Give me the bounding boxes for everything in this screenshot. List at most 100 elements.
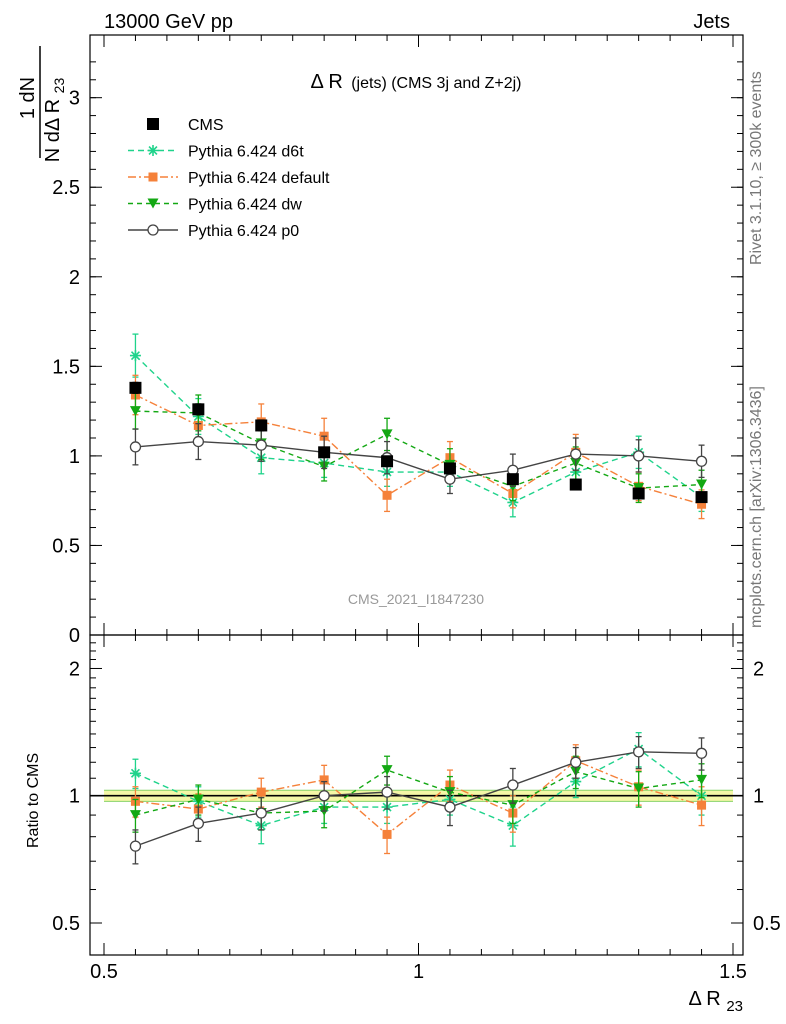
series-line-default bbox=[135, 759, 702, 836]
ratio-ytick-label-right: 2 bbox=[753, 658, 764, 680]
series-p0 bbox=[129, 423, 708, 495]
ylabel-denominator-main: N dΔ R bbox=[42, 99, 64, 162]
point-marker-dw bbox=[633, 783, 645, 794]
point-marker-p0 bbox=[129, 441, 142, 453]
chart-title-main: Δ R bbox=[311, 71, 343, 93]
cms-marker-cms bbox=[192, 403, 205, 416]
legend-label-cms: CMS bbox=[188, 117, 224, 134]
point-marker-default bbox=[697, 499, 707, 509]
point-marker-d6t bbox=[129, 767, 141, 779]
x-axis: 0.5 1 1.5 bbox=[90, 35, 747, 983]
point-marker-p0 bbox=[255, 807, 267, 819]
main-y-axis: 0 0.5 1 1.5 2 2.5 3 bbox=[52, 61, 743, 647]
x-axis-label-main: Δ R bbox=[688, 988, 720, 1010]
series-line-d6t bbox=[134, 355, 702, 504]
series-line-d6t bbox=[135, 748, 702, 827]
legend-label-d6t: Pythia 6.424 d6t bbox=[188, 144, 304, 161]
point-marker-dw bbox=[696, 774, 708, 785]
main-series-group bbox=[129, 333, 708, 520]
xtick-label: 1 bbox=[413, 961, 424, 983]
ratio-ytick-label-right: 1 bbox=[753, 786, 764, 808]
ratio-y-label: Ratio to CMS bbox=[25, 753, 42, 848]
ratio-ytick-label: 1 bbox=[69, 786, 80, 808]
point-marker-p0 bbox=[633, 746, 645, 758]
cms-marker-cms bbox=[318, 446, 331, 459]
point-marker-p0 bbox=[444, 473, 456, 485]
x-axis-label-sub: 23 bbox=[726, 998, 743, 1015]
point-marker-p0 bbox=[318, 790, 330, 802]
point-marker-p0 bbox=[633, 450, 645, 462]
point-marker-dw bbox=[696, 479, 708, 490]
chart-title-suffix: (jets) (CMS 3j and Z+2j) bbox=[351, 75, 521, 92]
point-marker-default bbox=[697, 800, 707, 810]
header-right-label: Jets bbox=[693, 11, 730, 33]
point-marker-default bbox=[382, 490, 392, 500]
main-ytick-label: 2.5 bbox=[52, 177, 80, 199]
side-label-mcplots: mcplots.cern.ch [arXiv:1306.3436] bbox=[748, 386, 765, 628]
ylabel-denominator-sub: 23 bbox=[51, 78, 67, 94]
analysis-watermark: CMS_2021_I1847230 bbox=[348, 591, 484, 607]
cms-marker-cms bbox=[381, 455, 394, 468]
legend-marker-default bbox=[148, 172, 158, 182]
ylabel-numerator: 1 dN bbox=[17, 77, 39, 119]
series-dw bbox=[129, 392, 708, 504]
cms-marker-cms bbox=[506, 473, 519, 486]
ylabel-denominator: N dΔ R 23 bbox=[42, 78, 67, 163]
ratio-y-axis: 0.5 0.5 1 1 2 2 bbox=[52, 642, 781, 935]
legend-marker-p0 bbox=[147, 224, 159, 236]
series-d6t bbox=[129, 732, 708, 847]
legend-marker-d6t bbox=[147, 145, 159, 156]
legend: CMS Pythia 6.424 d6t Pythia 6.424 default P… bbox=[128, 117, 330, 240]
point-marker-p0 bbox=[695, 455, 708, 467]
point-marker-d6t bbox=[129, 350, 141, 362]
point-marker-p0 bbox=[255, 439, 267, 451]
ratio-ytick-label-right: 0.5 bbox=[753, 913, 781, 935]
series-p0 bbox=[129, 735, 708, 865]
point-marker-dw bbox=[381, 429, 393, 440]
series-line-dw bbox=[135, 769, 702, 816]
point-marker-dw bbox=[381, 765, 393, 776]
series-line-p0 bbox=[135, 440, 702, 480]
cms-marker-cms bbox=[569, 478, 582, 491]
cms-marker-cms bbox=[129, 381, 142, 394]
main-y-label: 1 dN N dΔ R 23 bbox=[17, 46, 67, 162]
main-ytick-label: 3 bbox=[69, 88, 80, 110]
legend-label-default: Pythia 6.424 default bbox=[188, 170, 330, 187]
side-label-rivet: Rivet 3.1.10, ≥ 300k events bbox=[748, 71, 765, 265]
point-marker-dw bbox=[129, 810, 141, 821]
legend-marker-dw bbox=[147, 198, 159, 209]
point-marker-p0 bbox=[507, 779, 519, 791]
chart-title: Δ R (jets) (CMS 3j and Z+2j) bbox=[311, 71, 522, 93]
point-marker-p0 bbox=[695, 747, 708, 759]
main-ytick-label: 0.5 bbox=[52, 535, 80, 557]
ratio-series-group bbox=[129, 732, 708, 865]
xtick-label: 1.5 bbox=[719, 961, 747, 983]
series-line-default bbox=[135, 394, 702, 505]
point-marker-default bbox=[319, 775, 329, 785]
point-marker-dw bbox=[129, 406, 141, 417]
legend-label-p0: Pythia 6.424 p0 bbox=[188, 223, 299, 240]
main-ytick-label: 0 bbox=[69, 625, 80, 647]
series-line-p0 bbox=[135, 751, 702, 847]
series-default bbox=[130, 374, 707, 520]
header-left-label: 13000 GeV pp bbox=[104, 11, 233, 33]
main-ytick-label: 1 bbox=[69, 446, 80, 468]
ratio-ytick-label: 2 bbox=[69, 658, 80, 680]
main-ytick-label: 2 bbox=[69, 267, 80, 289]
point-marker-p0 bbox=[570, 448, 582, 460]
cms-marker-cms bbox=[255, 419, 268, 432]
series-d6t bbox=[129, 333, 708, 518]
main-ytick-label: 1.5 bbox=[52, 356, 80, 378]
point-marker-p0 bbox=[381, 786, 393, 798]
point-marker-p0 bbox=[192, 817, 205, 830]
point-marker-p0 bbox=[444, 801, 456, 813]
point-marker-default bbox=[256, 787, 266, 797]
point-marker-p0 bbox=[570, 756, 582, 768]
point-marker-dw bbox=[192, 794, 204, 805]
cms-marker-cms bbox=[147, 118, 159, 130]
cms-marker-cms bbox=[632, 487, 645, 500]
cms-marker-cms bbox=[695, 491, 708, 504]
legend-label-dw: Pythia 6.424 dw bbox=[188, 197, 302, 214]
ratio-ytick-label: 0.5 bbox=[52, 913, 80, 935]
